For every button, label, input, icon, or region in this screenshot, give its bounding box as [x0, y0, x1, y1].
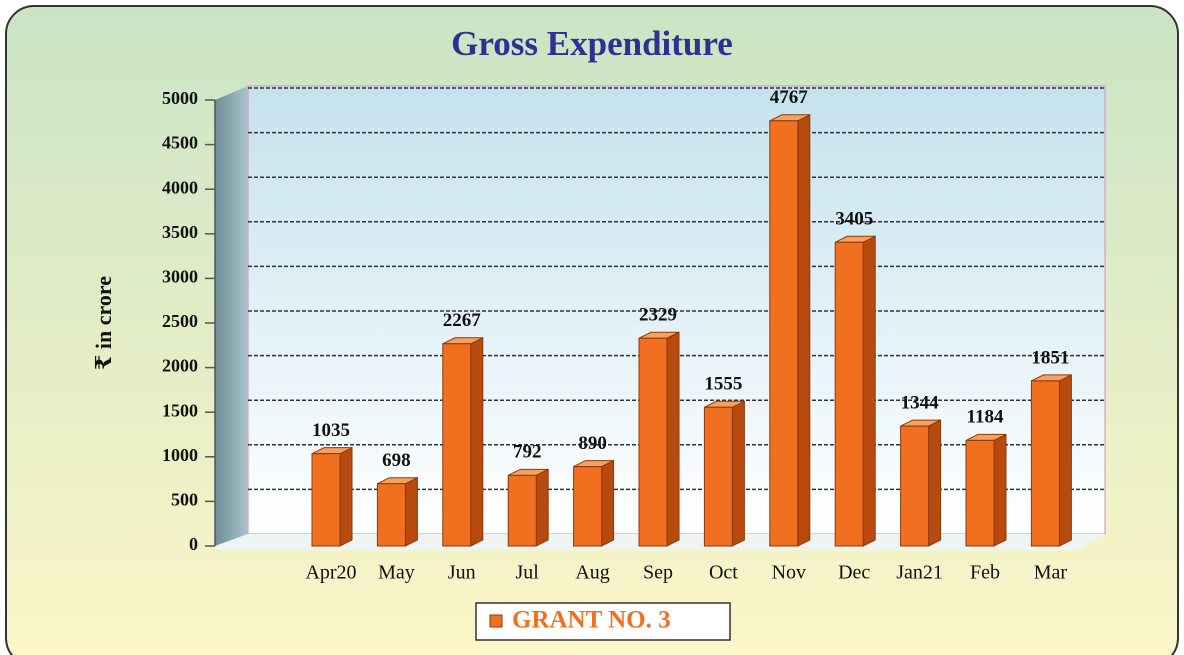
bar — [376, 483, 406, 547]
bar — [442, 343, 472, 547]
x-tick-label: May — [378, 562, 415, 584]
data-label: 1851 — [1031, 347, 1069, 368]
legend-swatch — [489, 614, 503, 628]
bar — [573, 466, 603, 547]
data-label: 2267 — [443, 310, 482, 331]
y-axis-label: ₹ in crore — [91, 276, 116, 370]
bar-side — [797, 113, 811, 547]
y-tick-label: 2500 — [162, 311, 198, 331]
bar-side — [1058, 374, 1072, 547]
bar-side — [862, 235, 876, 547]
data-label: 792 — [513, 442, 542, 463]
data-label: 1184 — [967, 407, 1004, 428]
data-label: 698 — [382, 450, 411, 471]
bar — [507, 474, 537, 547]
bar-side — [993, 433, 1007, 547]
x-tick-label: Apr20 — [305, 562, 356, 584]
bar — [703, 406, 733, 547]
x-tick-label: Jul — [516, 562, 540, 584]
chart-title: Gross Expenditure — [451, 24, 733, 63]
y-tick-label: 4000 — [162, 177, 198, 197]
bar — [900, 425, 930, 547]
data-label: 1344 — [901, 392, 940, 413]
bar — [1030, 380, 1060, 547]
x-tick-label: Nov — [772, 562, 806, 584]
x-tick-label: Mar — [1034, 562, 1068, 584]
bar-side — [535, 468, 549, 547]
y-tick-label: 5000 — [162, 88, 198, 108]
bar — [311, 453, 341, 547]
bar — [769, 120, 799, 547]
bar-side — [339, 446, 353, 547]
y-tick-label: 1500 — [162, 400, 198, 420]
x-tick-label: Jan21 — [896, 562, 943, 584]
side-wall — [215, 86, 248, 546]
legend — [475, 602, 731, 641]
data-label: 1555 — [704, 374, 742, 395]
y-tick-label: 3500 — [162, 222, 198, 242]
data-label: 4767 — [770, 87, 809, 108]
x-tick-label: Jun — [448, 562, 476, 584]
bar — [965, 439, 995, 547]
bar — [834, 241, 864, 547]
legend-label: GRANT NO. 3 — [512, 607, 671, 634]
bar-side — [666, 331, 680, 547]
x-tick-label: Feb — [970, 562, 1000, 584]
x-tick-label: Oct — [709, 562, 738, 584]
bar-side — [404, 476, 418, 547]
y-tick-label: 500 — [171, 490, 198, 510]
data-label: 2329 — [639, 305, 677, 326]
x-tick-label: Dec — [838, 562, 870, 584]
y-tick-label: 0 — [189, 534, 198, 554]
bar-side — [470, 336, 484, 547]
y-tick-label: 2000 — [162, 356, 198, 376]
x-tick-label: Sep — [643, 562, 673, 584]
y-tick-label: 4500 — [162, 133, 198, 153]
data-label: 3405 — [835, 209, 873, 230]
bar-side — [928, 419, 942, 547]
data-label: 1035 — [312, 420, 350, 441]
bar — [638, 337, 668, 547]
bar-side — [731, 400, 745, 547]
data-label: 890 — [578, 433, 607, 454]
y-tick-label: 3000 — [162, 267, 198, 287]
y-tick-label: 1000 — [162, 445, 198, 465]
bar-side — [601, 459, 615, 547]
x-tick-label: Aug — [575, 562, 609, 584]
